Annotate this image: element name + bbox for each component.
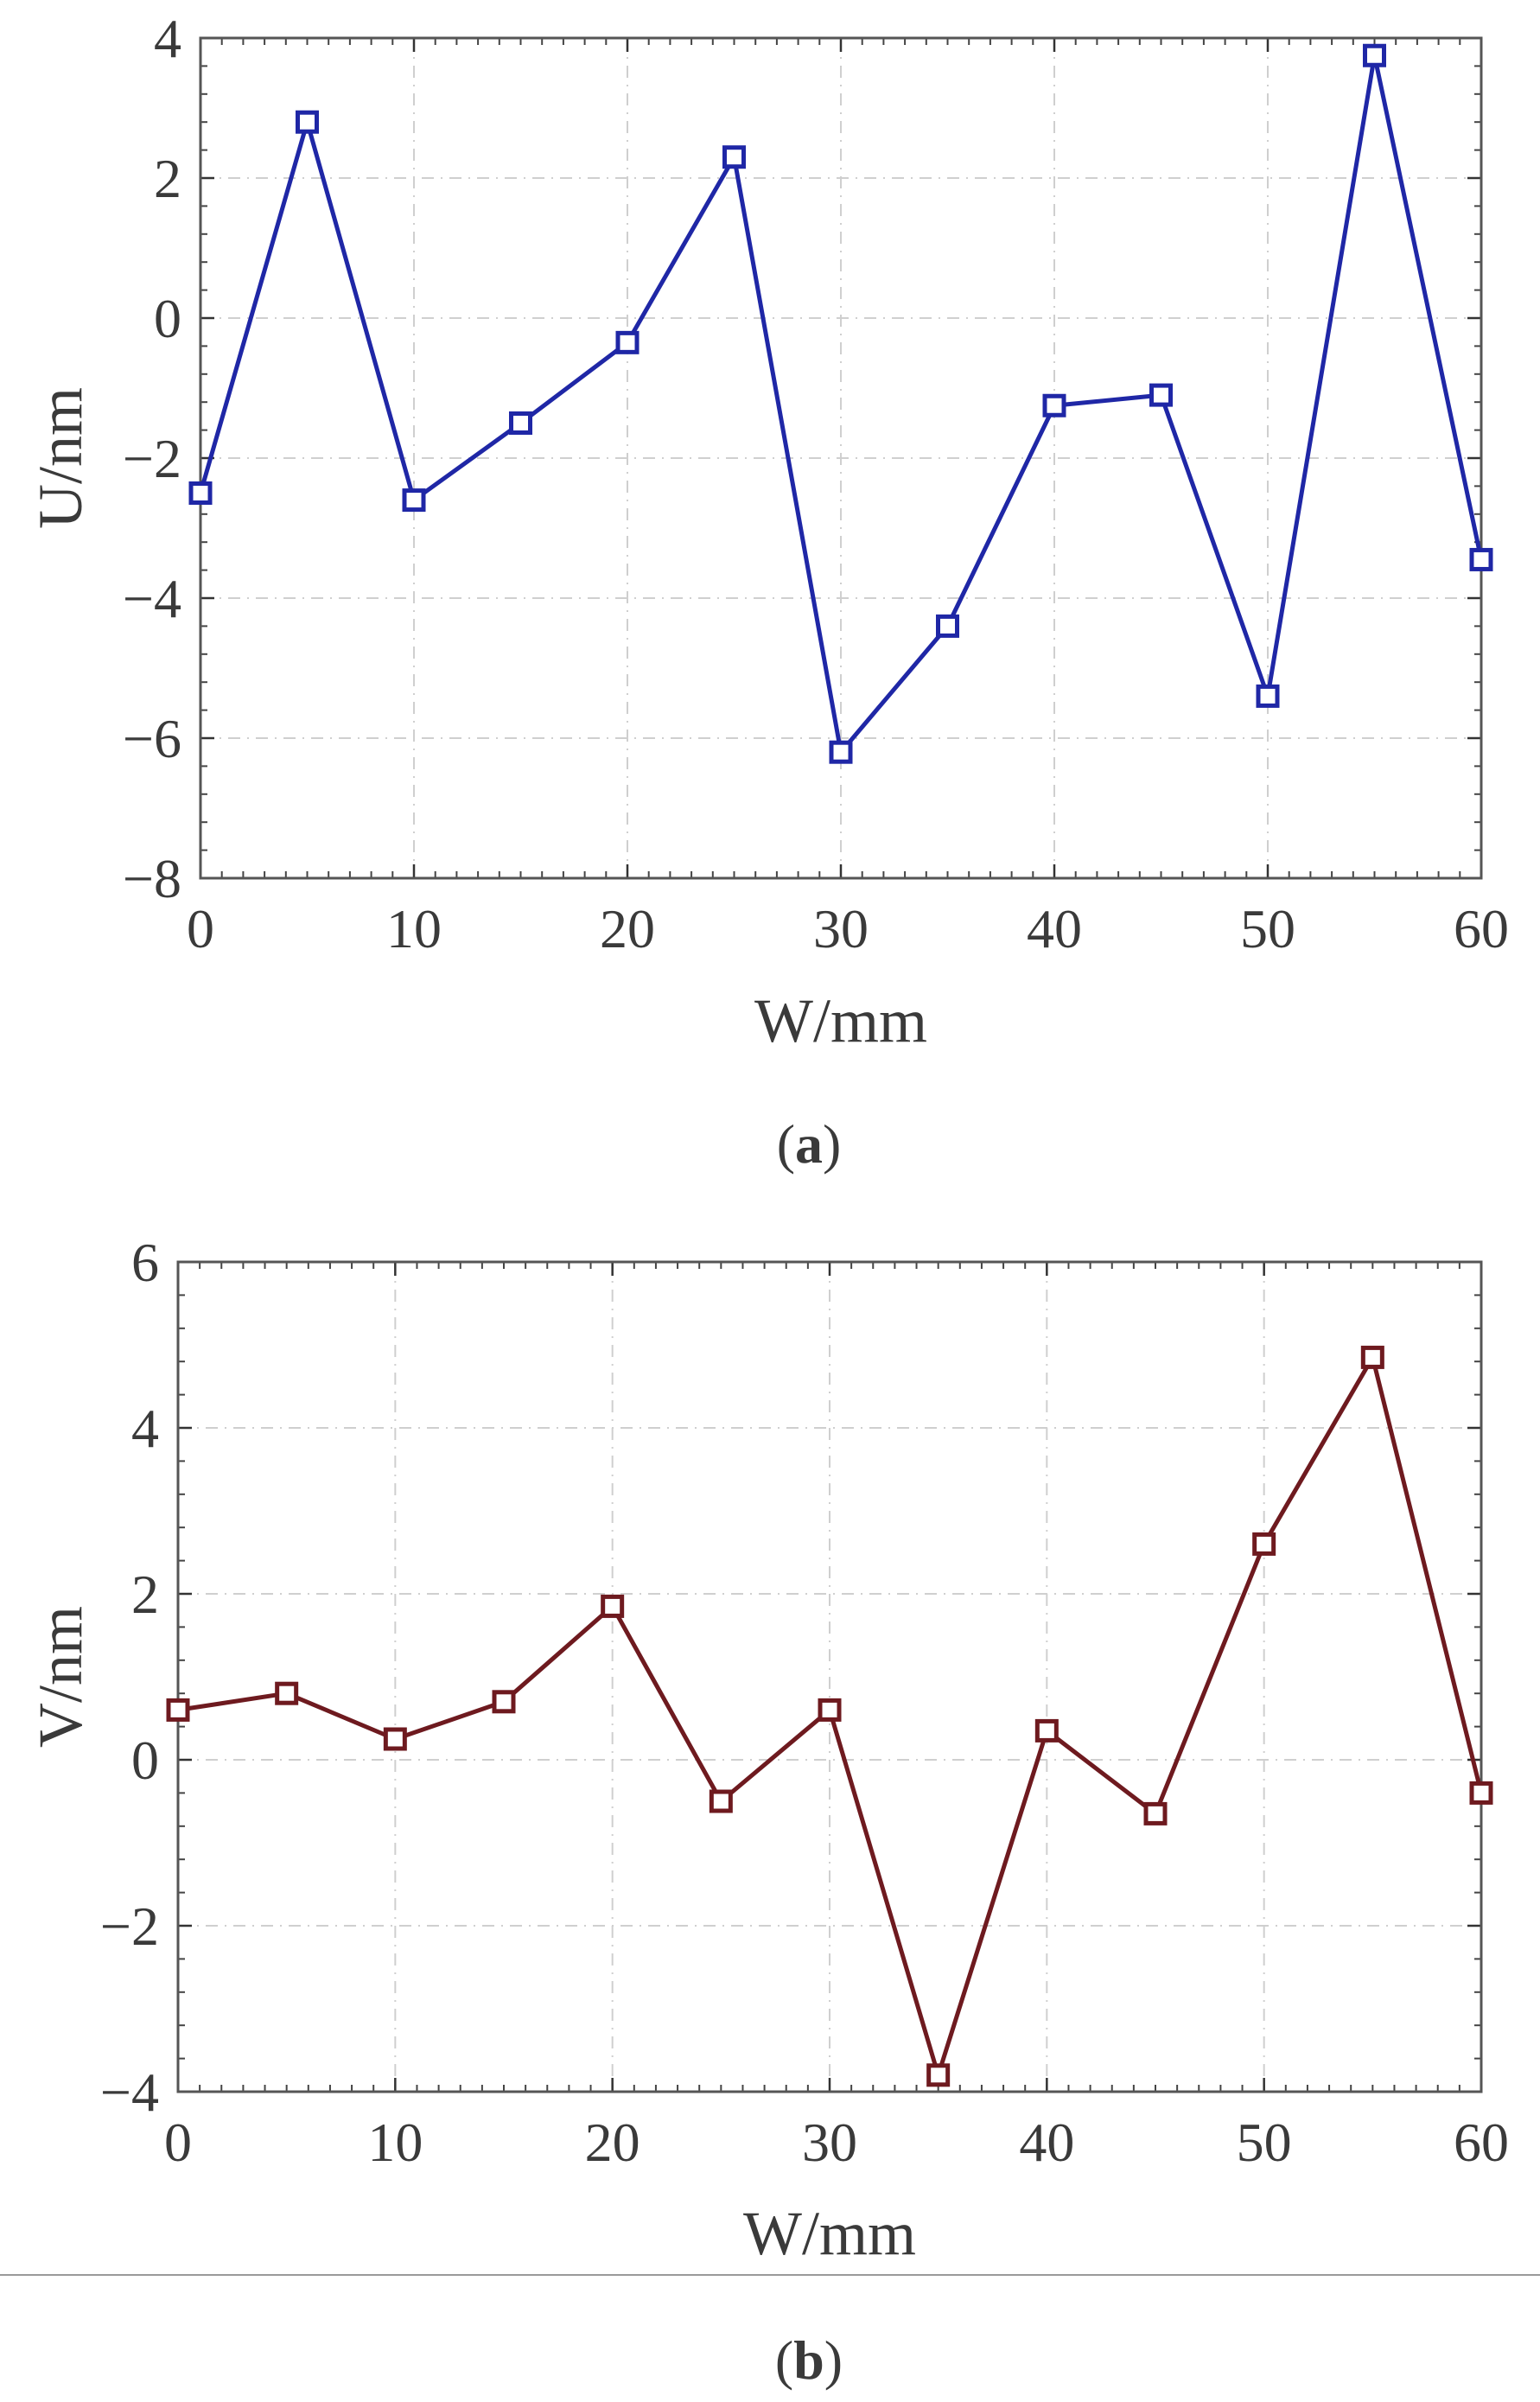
data-point [818,1698,842,1722]
panel-b-caption-letter: b [793,2329,824,2391]
data-point [709,1789,733,1813]
x-tick-label: 20 [585,2112,640,2173]
data-point [1363,43,1386,67]
panel-a-caption-letter: a [795,1113,823,1175]
x-tick-label: 40 [1019,2112,1074,2173]
data-point [615,330,640,354]
data-point [936,614,959,638]
x-axis-title: W/mm [754,986,927,1055]
data-point [1143,1801,1168,1825]
panel-a-caption: (a) [777,1113,842,1175]
data-point [601,1594,625,1618]
data-point [1469,547,1493,571]
data-point [1360,1345,1384,1369]
x-tick-label: 50 [1237,2112,1292,2173]
x-tick-label: 30 [813,898,869,959]
x-tick-label: 50 [1240,898,1295,959]
y-tick-label: 2 [131,1564,159,1625]
x-tick-label: 10 [386,898,442,959]
y-axis-title: V/nm [26,1606,95,1748]
gridlines [200,38,1481,878]
data-point [188,481,213,505]
y-tick-label: 2 [154,148,181,209]
data-point [1149,383,1173,407]
data-point [1042,393,1066,417]
x-tick-label: 40 [1027,898,1082,959]
x-tick-label: 60 [1454,898,1509,959]
plot-frame [176,1260,1483,2093]
x-tick-label: 30 [802,2112,857,2173]
y-tick-label: 4 [154,8,181,69]
y-tick-label: −6 [123,708,181,769]
data-point [275,1681,299,1705]
y-tick-label: −8 [123,848,181,909]
data-point [383,1727,407,1751]
data-point [1252,1532,1276,1556]
y-tick-label: 6 [131,1232,159,1293]
x-tick-label: 10 [367,2112,423,2173]
data-point [1469,1781,1493,1805]
x-tick-label: 0 [187,898,214,959]
y-tick-label: −2 [100,1895,159,1957]
x-axis-title: W/mm [743,2199,916,2268]
x-tick-label: 60 [1454,2112,1509,2173]
y-tick-label: 0 [131,1730,159,1791]
chart-panel-a: 0 10 20 30 40 50 60 −8 −6 −4 −2 0 2 4 W/mm U/nm [26,8,1509,1055]
data-point [1034,1718,1059,1743]
data-point [166,1698,190,1722]
x-tick-label: 0 [164,2112,192,2173]
y-tick-label: 4 [131,1398,159,1459]
plot-frame [199,36,1483,880]
y-tick-label: −4 [123,568,181,629]
y-tick-label: −2 [123,428,181,489]
data-point [492,1690,516,1714]
y-tick-label: 0 [154,288,181,349]
chart-panel-b: 0 10 20 30 40 50 60 −4 −2 0 2 4 6 W/mm V/nm [26,1232,1509,2268]
data-point [926,2063,951,2087]
data-point [402,488,426,513]
gridlines [178,1262,1481,2092]
y-tick-label: −4 [100,2061,159,2123]
data-point [722,145,746,169]
data-point [1256,684,1280,708]
x-tick-label: 20 [600,898,655,959]
data-point [829,740,853,764]
data-point [296,110,319,134]
data-point [509,411,532,435]
y-axis-title: U/nm [26,387,95,529]
panel-b-caption: (b) [775,2329,843,2391]
